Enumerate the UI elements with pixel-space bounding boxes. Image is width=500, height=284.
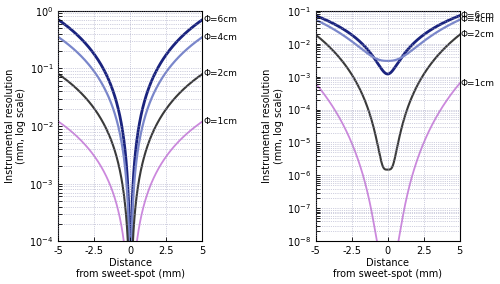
Text: Φ=2cm: Φ=2cm [204,70,238,78]
Text: Φ=1cm: Φ=1cm [461,79,495,88]
Text: Φ=6cm: Φ=6cm [461,11,495,20]
X-axis label: Distance
from sweet-spot (mm): Distance from sweet-spot (mm) [333,258,442,279]
Text: Φ=4cm: Φ=4cm [204,33,238,41]
Y-axis label: Instrumental resolution
(mm, log scale): Instrumental resolution (mm, log scale) [5,69,26,183]
Text: Φ=6cm: Φ=6cm [204,15,238,24]
Text: Φ=1cm: Φ=1cm [204,117,238,126]
Y-axis label: Instrumental resolution
(mm, log scale): Instrumental resolution (mm, log scale) [262,69,284,183]
X-axis label: Distance
from sweet-spot (mm): Distance from sweet-spot (mm) [76,258,185,279]
Text: Φ=2cm: Φ=2cm [461,30,495,39]
Text: Φ=4cm: Φ=4cm [461,15,495,24]
